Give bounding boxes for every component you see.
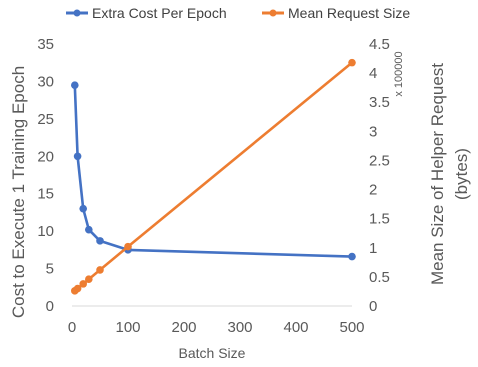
right-y-tick-label: 3.5 xyxy=(369,94,390,111)
left-y-tick-label: 20 xyxy=(37,148,54,165)
series-line-extra-cost xyxy=(73,85,353,258)
right-y-tick-label: 1.5 xyxy=(369,211,390,228)
x-axis-title: Batch Size xyxy=(179,345,246,361)
legend-entry-mean-request-size: Mean Request Size xyxy=(262,5,410,21)
right-y-axis-title-line-1: Mean Size of Helper Request xyxy=(428,63,447,285)
left-y-axis-title: Cost to Execute 1 Training Epoch xyxy=(9,66,28,318)
left-y-tick-label: 10 xyxy=(37,223,54,240)
legend: Extra Cost Per Epoch Mean Request Size xyxy=(66,5,410,21)
data-point-extra-cost xyxy=(73,152,82,161)
right-y-tick-label: 0 xyxy=(369,298,377,315)
data-point-extra-cost xyxy=(85,225,93,234)
data-point-extra-cost xyxy=(71,81,79,89)
left-y-tick-label: 30 xyxy=(37,73,54,90)
left-y-tick-label: 35 xyxy=(37,36,54,53)
left-y-tick-label: 15 xyxy=(37,186,54,203)
data-point-mean-request-size xyxy=(348,58,356,67)
x-tick-label: 0 xyxy=(68,319,76,336)
right-y-tick-label: 4 xyxy=(369,65,377,82)
right-y-tick-label: 4.5 xyxy=(369,36,390,53)
series-layer xyxy=(71,58,356,295)
right-y-tick-label: 2 xyxy=(369,182,377,199)
x-tick-label: 200 xyxy=(171,319,196,336)
data-point-mean-request-size xyxy=(79,280,87,288)
data-point-extra-cost xyxy=(79,204,87,213)
data-point-mean-request-size xyxy=(85,275,93,284)
legend-label-extra-cost: Extra Cost Per Epoch xyxy=(92,5,227,21)
left-y-tick-label: 0 xyxy=(46,298,54,315)
x-tick-label: 400 xyxy=(283,319,308,336)
right-y-tick-label: 1 xyxy=(369,240,377,257)
data-point-mean-request-size xyxy=(73,284,82,293)
right-y-tick-label: 0.5 xyxy=(369,269,390,286)
data-point-mean-request-size xyxy=(124,242,132,251)
left-y-axis: 0 5 10 15 20 25 30 35 xyxy=(37,36,54,315)
data-point-extra-cost xyxy=(96,237,104,245)
data-point-extra-cost xyxy=(348,252,356,261)
right-y-axis-title-line-2: (bytes) xyxy=(452,148,471,200)
x-tick-label: 300 xyxy=(227,319,252,336)
right-y-tick-label: 2.5 xyxy=(369,152,390,169)
x-axis: 0 100 200 300 400 500 xyxy=(68,319,365,336)
left-y-tick-label: 25 xyxy=(37,111,54,128)
right-y-axis: 0 0.5 1 1.5 2 2.5 3 3.5 4 4.5 xyxy=(369,36,390,315)
right-y-tick-label: 3 xyxy=(369,123,377,140)
data-point-mean-request-size xyxy=(96,266,104,274)
left-y-tick-label: 5 xyxy=(46,261,54,278)
legend-entry-extra-cost: Extra Cost Per Epoch xyxy=(66,5,227,21)
legend-label-mean-request-size: Mean Request Size xyxy=(288,5,410,21)
x-tick-label: 100 xyxy=(115,319,140,336)
x-tick-label: 500 xyxy=(339,319,364,336)
right-axis-multiplier: x 100000 xyxy=(393,51,405,96)
